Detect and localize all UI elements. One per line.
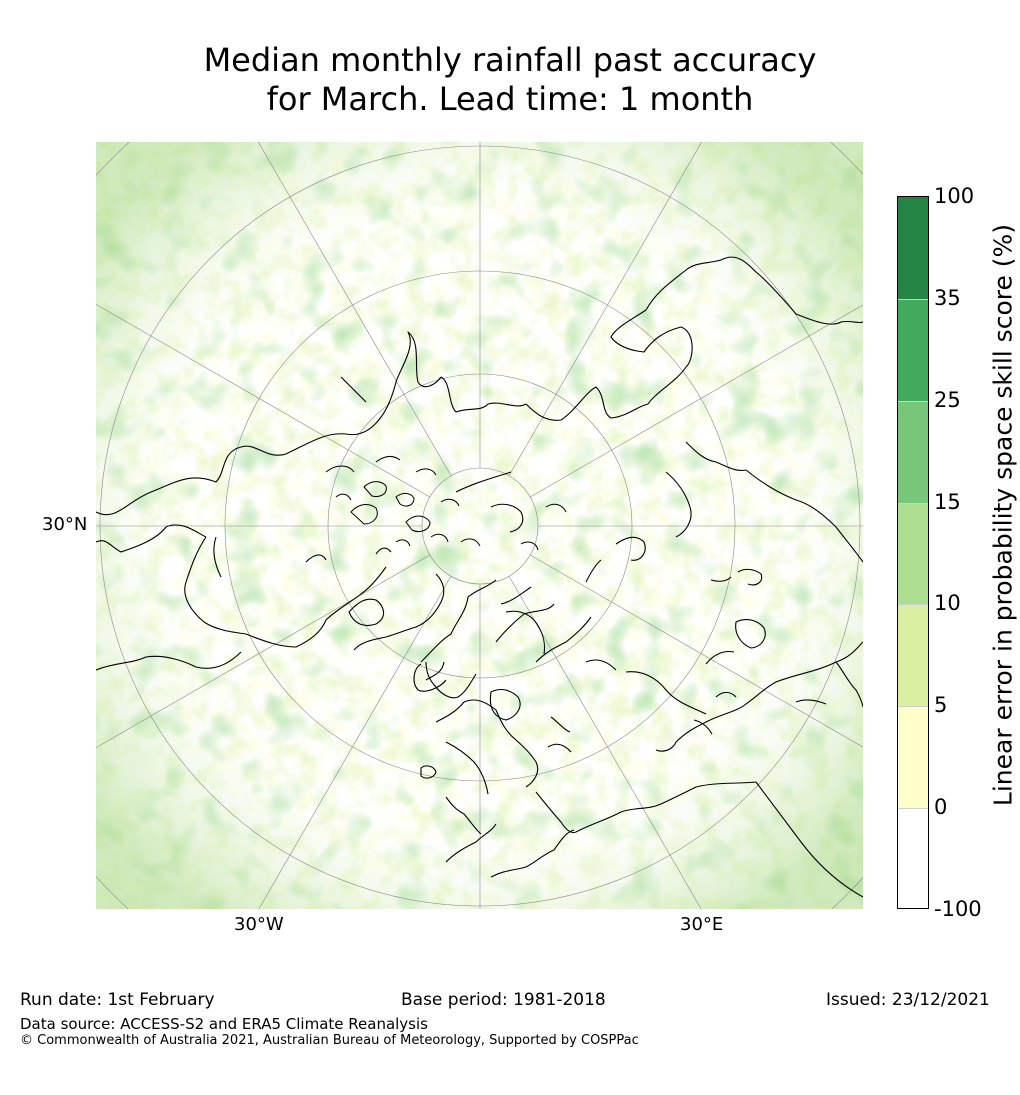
longitude-label-30w: 30°W	[234, 914, 284, 935]
meridian-line	[258, 576, 452, 909]
copyright-text: © Commonwealth of Australia 2021, Austra…	[20, 1033, 639, 1048]
colorbar-tick-label: 5	[934, 693, 948, 718]
latitude-label-30n: 30°N	[42, 514, 88, 535]
colorbar-bin	[898, 604, 928, 708]
meridian-line	[530, 554, 863, 748]
longitude-label-30e: 30°E	[680, 914, 724, 935]
base-period-text: Base period: 1981-2018	[401, 990, 606, 1010]
issued-date-text: Issued: 23/12/2021	[826, 990, 990, 1010]
data-source-text: Data source: ACCESS-S2 and ERA5 Climate …	[20, 1015, 428, 1033]
colorbar-bin	[898, 197, 928, 300]
skill-field-edge	[96, 142, 863, 909]
colorbar-tick-label: 100	[934, 184, 975, 208]
meridian-line	[257, 142, 452, 476]
colorbar-label: Linear error in probability space skill …	[988, 223, 1018, 807]
colorbar-tick-label: 0	[934, 795, 948, 820]
coastlines	[96, 256, 863, 898]
meridian-line	[508, 142, 703, 476]
map-canvas	[96, 142, 863, 909]
colorbar	[897, 196, 929, 909]
map-title-line-2: for March. Lead time: 1 month	[266, 80, 754, 118]
graticule	[96, 142, 863, 909]
meridian-line	[96, 303, 430, 498]
colorbar-tick-label: 10	[934, 591, 961, 616]
polar-skill-map	[96, 142, 863, 909]
colorbar-bin	[898, 400, 928, 505]
map-title-line-1: Median monthly rainfall past accuracy	[203, 41, 817, 79]
colorbar-tick-label: 25	[934, 387, 961, 412]
colorbar-bin	[898, 706, 928, 810]
colorbar-tick-label: -100	[934, 897, 982, 921]
colorbar-tick-label: 15	[934, 489, 961, 514]
colorbar-bin	[898, 808, 928, 908]
colorbar-tick-label: 35	[934, 285, 961, 310]
meridian-line	[530, 304, 863, 498]
colorbar-bin	[898, 502, 928, 606]
colorbar-bin	[898, 298, 928, 403]
run-date-text: Run date: 1st February	[20, 990, 215, 1010]
meridian-line	[508, 576, 702, 909]
arctic-islands	[325, 455, 567, 551]
